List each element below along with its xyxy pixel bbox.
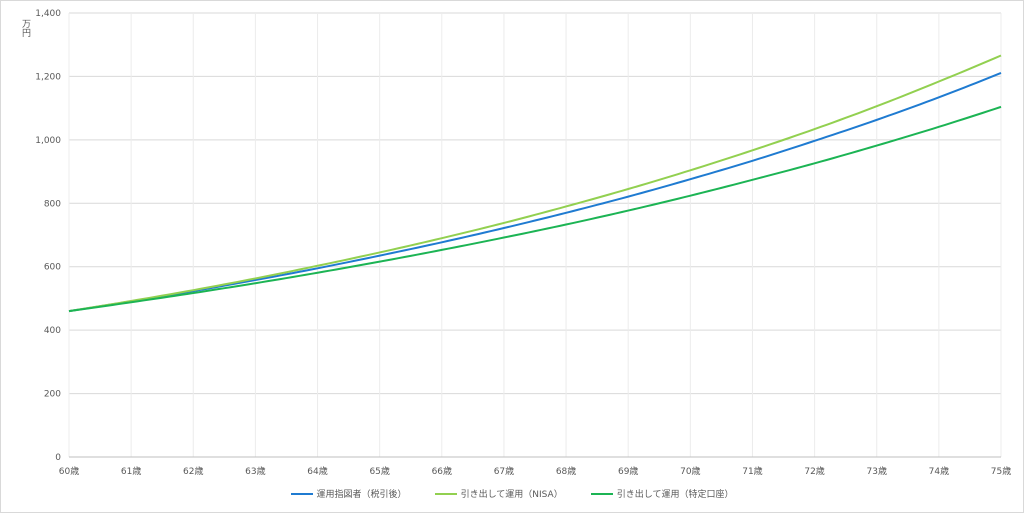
y-tick-label: 1,200 bbox=[35, 72, 61, 82]
x-tick-label: 72歳 bbox=[804, 465, 824, 477]
x-tick-label: 66歳 bbox=[432, 465, 452, 477]
y-tick-label: 200 bbox=[44, 390, 61, 400]
x-tick-label: 71歳 bbox=[742, 465, 762, 477]
x-tick-label: 73歳 bbox=[867, 465, 887, 477]
x-tick-label: 69歳 bbox=[618, 465, 638, 477]
x-tick-label: 68歳 bbox=[556, 465, 576, 477]
x-tick-label: 65歳 bbox=[369, 465, 389, 477]
legend-item: 引き出して運用（NISA） bbox=[434, 487, 563, 500]
x-tick-label: 62歳 bbox=[183, 465, 203, 477]
series-line-1 bbox=[68, 54, 1002, 313]
x-tick-label: 63歳 bbox=[245, 465, 265, 477]
x-tick-label: 74歳 bbox=[929, 465, 949, 477]
x-tick-label: 75歳 bbox=[991, 465, 1011, 477]
legend-item: 引き出して運用（特定口座） bbox=[590, 487, 734, 500]
series-line-0 bbox=[68, 72, 1002, 313]
y-tick-label: 400 bbox=[44, 326, 61, 336]
legend-swatch bbox=[290, 492, 313, 495]
y-tick-label: 1,000 bbox=[35, 136, 61, 146]
y-tick-label: 600 bbox=[44, 263, 61, 273]
x-tick-label: 67歳 bbox=[494, 465, 514, 477]
legend-label: 引き出して運用（特定口座） bbox=[616, 490, 734, 500]
y-tick-label: 1,400 bbox=[35, 9, 61, 19]
x-tick-label: 70歳 bbox=[680, 465, 700, 477]
legend: 運用指図者（税引後） 引き出して運用（NISA） 引き出して運用（特定口座） bbox=[1, 487, 1023, 500]
x-tick-label: 61歳 bbox=[121, 465, 141, 477]
legend-label: 運用指図者（税引後） bbox=[316, 490, 407, 500]
legend-swatch bbox=[590, 492, 613, 495]
legend-item: 運用指図者（税引後） bbox=[290, 487, 407, 500]
x-tick-label: 60歳 bbox=[59, 465, 79, 477]
y-axis-label: 万円 bbox=[20, 19, 30, 37]
y-tick-label: 800 bbox=[44, 199, 61, 209]
series-line-2 bbox=[68, 105, 1002, 313]
x-tick-label: 64歳 bbox=[307, 465, 327, 477]
legend-label: 引き出して運用（NISA） bbox=[460, 490, 563, 500]
legend-swatch bbox=[434, 492, 457, 495]
y-tick-label: 0 bbox=[55, 453, 61, 463]
